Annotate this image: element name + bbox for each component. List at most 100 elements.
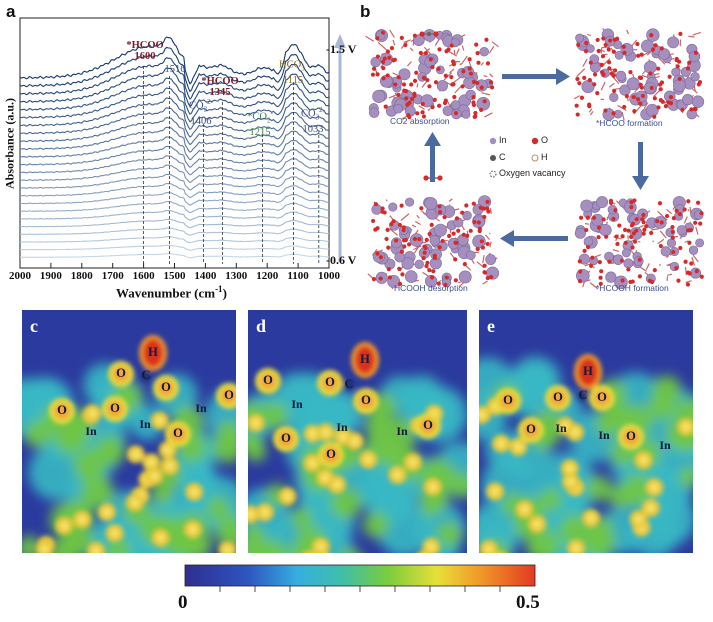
- in-atom: [667, 36, 680, 49]
- map-c-density: [22, 335, 236, 553]
- legend-o-marker: [531, 137, 539, 145]
- legend-c-label: C: [499, 152, 506, 162]
- o-atom: [482, 99, 487, 104]
- cluster-hcoo-formation: [573, 27, 705, 121]
- o-atom: [626, 228, 631, 233]
- o-atom: [371, 277, 377, 282]
- x-tick-label: 1100: [287, 270, 309, 282]
- o-atom: [468, 228, 473, 233]
- o-atom: [471, 95, 476, 100]
- in-atom: [369, 107, 380, 118]
- o-atom: [425, 260, 430, 265]
- o-atom: [427, 231, 432, 237]
- x-tick-label: 1000: [318, 270, 340, 282]
- o-atom: [674, 208, 679, 213]
- caption-hcooh-formation: *HCOOH formation: [596, 283, 669, 293]
- o-atom: [634, 217, 639, 222]
- in-atom: [370, 56, 381, 68]
- o-atom: [637, 75, 642, 80]
- o-atom: [427, 84, 432, 89]
- o-atom: [685, 282, 691, 287]
- caption-hcooh-desorption: HCOOH desorption: [394, 283, 468, 293]
- o-atom: [451, 231, 456, 236]
- o-atom: [375, 54, 381, 59]
- atom-label-in: In: [659, 438, 671, 452]
- o-atom: [464, 203, 469, 208]
- in-atom: [388, 202, 398, 212]
- in-atom: [614, 50, 624, 60]
- o-atom: [575, 76, 580, 82]
- in-atom: [621, 248, 631, 258]
- o-atom: [375, 251, 380, 256]
- o-atom: [383, 104, 388, 109]
- x-axis-title-text: Wavenumber (cm: [116, 285, 216, 301]
- potential-bottom-label: -0.6 V: [326, 253, 357, 267]
- arrow-right: [502, 74, 558, 79]
- o-atom: [437, 47, 442, 52]
- peak-1215-label: *CO2- 1215: [243, 108, 277, 138]
- o-atom: [461, 69, 466, 74]
- o-atom: [453, 240, 458, 245]
- o-atom: [601, 217, 606, 222]
- atom-label-in: In: [139, 417, 151, 431]
- o-atom: [638, 101, 643, 106]
- atom-label-h: H: [360, 352, 370, 366]
- o-atom: [689, 261, 694, 266]
- colorbar: [184, 564, 536, 587]
- x-tick-label: 1800: [70, 270, 93, 282]
- peak-1345-name: *HCOO: [201, 76, 239, 87]
- o-atom: [482, 214, 487, 220]
- o-atom: [589, 263, 594, 268]
- o-atom: [649, 279, 655, 285]
- arrow-up: [430, 144, 435, 182]
- arrow-left: [512, 236, 568, 241]
- o-atom: [653, 43, 658, 48]
- o-atom: [371, 66, 377, 71]
- o-atom: [632, 109, 637, 114]
- o-atom: [404, 96, 409, 101]
- cluster-hcooh-desorption: [367, 175, 500, 290]
- o-atom: [658, 243, 663, 249]
- o-atom: [446, 47, 451, 52]
- atom-label-o: O: [361, 393, 371, 407]
- o-atom: [475, 80, 480, 86]
- in-atom: [574, 227, 586, 239]
- o-atom: [592, 82, 597, 87]
- o-atom: [623, 240, 628, 245]
- spectrum-line: [19, 209, 330, 221]
- peak-1033-label: CO32- 1033: [296, 105, 330, 135]
- x-tick-label: 1600: [132, 270, 155, 282]
- o-atom: [471, 79, 477, 85]
- o-atom: [437, 245, 442, 250]
- o-atom: [475, 50, 480, 56]
- in-atom: [436, 80, 448, 92]
- o-atom: [628, 234, 634, 240]
- o-atom: [461, 232, 466, 237]
- o-atom: [403, 42, 408, 48]
- in-atom: [424, 197, 438, 211]
- arrow-down: [638, 142, 643, 178]
- o-atom: [596, 225, 602, 230]
- spectrum-line: [19, 87, 330, 123]
- in-atom: [398, 68, 411, 81]
- o-atom: [392, 57, 397, 62]
- atom-label-c: C: [578, 388, 588, 402]
- o-atom: [578, 269, 583, 274]
- spectrum-line: [19, 126, 330, 153]
- o-atom: [423, 51, 428, 56]
- o-atom: [574, 103, 579, 108]
- in-atom: [433, 223, 447, 237]
- o-atom: [389, 222, 394, 227]
- o-atom: [472, 219, 477, 225]
- o-atom: [424, 237, 429, 242]
- o-atom: [694, 269, 699, 274]
- o-atom: [682, 207, 687, 212]
- o-atom: [601, 36, 606, 41]
- o-atom: [380, 206, 385, 211]
- o-atom: [599, 62, 604, 68]
- o-atom: [611, 216, 616, 221]
- o-atom: [401, 238, 407, 243]
- o-atom: [375, 36, 380, 41]
- o-atom: [385, 73, 390, 78]
- o-atom: [689, 107, 694, 112]
